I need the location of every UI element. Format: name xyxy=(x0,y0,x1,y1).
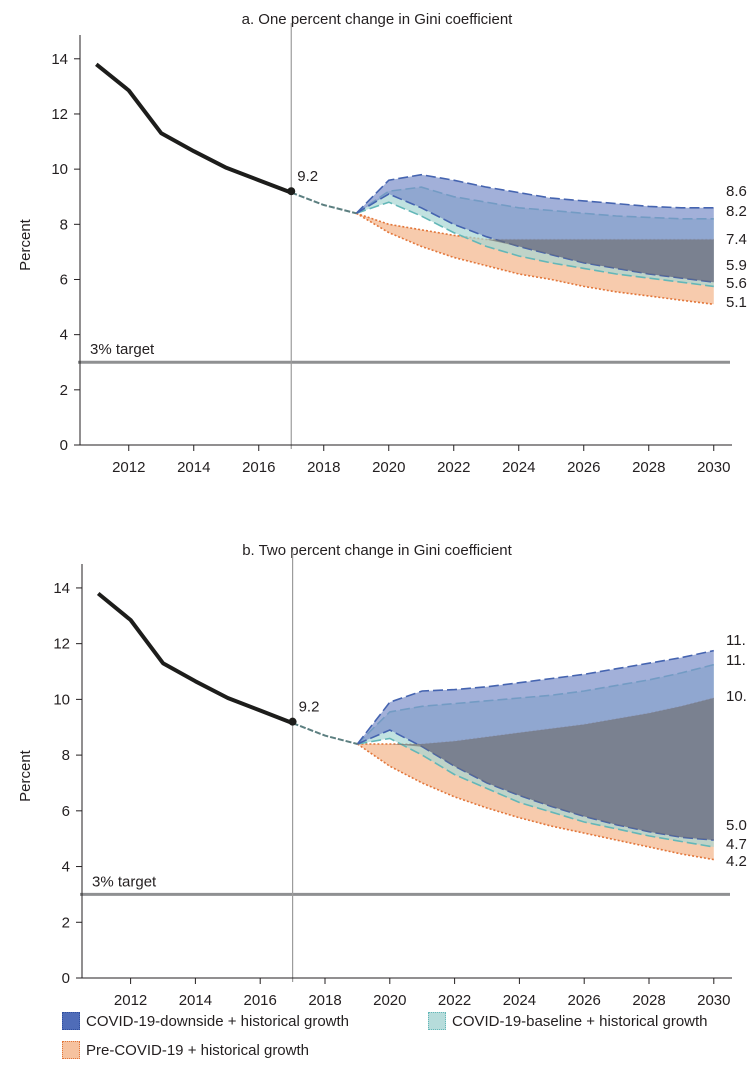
legend-item-precovid: Pre-COVID-19 + historical growth xyxy=(62,1041,309,1059)
historical-line xyxy=(96,591,294,725)
end-label: 8.6 xyxy=(726,183,747,200)
x-tick-label: 2024 xyxy=(502,459,535,476)
chart-b: b. Two percent change in Gini coefficien… xyxy=(17,542,747,1009)
y-tick-label: 10 xyxy=(51,161,68,178)
legend-item-baseline: COVID-19-baseline + historical growth xyxy=(428,1012,708,1030)
x-tick-label: 2018 xyxy=(308,992,341,1009)
chart-a: a. One percent change in Gini coefficien… xyxy=(17,11,747,476)
legend: COVID-19-downside + historical growth CO… xyxy=(62,1012,753,1068)
band-upper-edge-2 xyxy=(355,173,714,214)
end-label: 10. xyxy=(726,688,747,705)
x-tick-label: 2024 xyxy=(503,992,536,1009)
end-label: 4.2 xyxy=(726,853,747,870)
chart-title: b. Two percent change in Gini coefficien… xyxy=(242,542,512,559)
legend-swatch-baseline xyxy=(428,1012,446,1030)
end-label: 4.7 xyxy=(726,836,747,853)
end-label: 7.4 xyxy=(726,231,747,248)
x-tick-label: 2026 xyxy=(567,459,600,476)
band-upper-edge-2 xyxy=(356,649,714,745)
x-tick-label: 2014 xyxy=(179,992,212,1009)
x-tick-label: 2014 xyxy=(177,459,210,476)
x-tick-label: 2030 xyxy=(697,992,730,1009)
target-label: 3% target xyxy=(90,341,155,358)
historical-line xyxy=(95,62,293,195)
x-tick-label: 2012 xyxy=(114,992,147,1009)
band-lower-edge-1 xyxy=(356,201,714,288)
x-tick-label: 2022 xyxy=(437,459,470,476)
end-label: 5.6 xyxy=(726,275,747,292)
x-tick-label: 2028 xyxy=(632,459,665,476)
point-2017 xyxy=(287,187,296,196)
legend-label-downside: COVID-19-downside + historical growth xyxy=(86,1012,350,1030)
legend-swatch-downside xyxy=(62,1012,80,1030)
x-tick-label: 2020 xyxy=(373,992,406,1009)
point-2017 xyxy=(288,717,297,726)
x-tick-label: 2028 xyxy=(632,992,665,1009)
end-label: 11. xyxy=(726,632,746,649)
overlap-region xyxy=(357,698,714,841)
y-axis-label: Percent xyxy=(17,749,34,802)
x-tick-label: 2016 xyxy=(244,992,277,1009)
y-tick-label: 4 xyxy=(60,327,68,344)
point-label-2017: 9.2 xyxy=(299,699,320,716)
y-tick-label: 6 xyxy=(60,271,68,288)
chart-title: a. One percent change in Gini coefficien… xyxy=(242,11,514,28)
x-tick-label: 2026 xyxy=(568,992,601,1009)
x-tick-label: 2018 xyxy=(307,459,340,476)
target-label: 3% target xyxy=(92,873,157,890)
end-label: 5.0 xyxy=(726,817,747,834)
y-tick-label: 8 xyxy=(60,216,68,233)
end-label: 5.1 xyxy=(726,294,747,311)
x-tick-label: 2012 xyxy=(112,459,145,476)
legend-swatch-precovid xyxy=(62,1041,80,1059)
y-axis-label: Percent xyxy=(17,218,34,271)
y-tick-label: 2 xyxy=(62,914,70,931)
end-label: 8.2 xyxy=(726,203,747,220)
projection-stem-line xyxy=(292,722,358,745)
end-label: 5.9 xyxy=(726,257,747,274)
x-tick-label: 2020 xyxy=(372,459,405,476)
band-lower-edge-1 xyxy=(357,737,714,848)
x-tick-label: 2030 xyxy=(697,459,730,476)
y-tick-label: 14 xyxy=(53,580,70,597)
x-tick-label: 2016 xyxy=(242,459,275,476)
legend-label-baseline: COVID-19-baseline + historical growth xyxy=(452,1012,708,1030)
y-tick-label: 4 xyxy=(62,859,70,876)
y-tick-label: 12 xyxy=(53,636,70,653)
y-tick-label: 6 xyxy=(62,803,70,820)
y-tick-label: 0 xyxy=(60,437,68,454)
band-lower-edge-0 xyxy=(356,743,714,861)
point-label-2017: 9.2 xyxy=(297,168,318,185)
y-tick-label: 2 xyxy=(60,382,68,399)
legend-label-precovid: Pre-COVID-19 + historical growth xyxy=(86,1041,309,1059)
legend-item-downside: COVID-19-downside + historical growth xyxy=(62,1012,349,1030)
y-tick-label: 8 xyxy=(62,747,70,764)
y-tick-label: 0 xyxy=(62,970,70,987)
overlap-region xyxy=(356,213,714,283)
x-tick-label: 2022 xyxy=(438,992,471,1009)
y-tick-label: 10 xyxy=(53,691,70,708)
y-tick-label: 14 xyxy=(51,51,68,68)
end-label: 11. xyxy=(726,652,746,669)
y-tick-label: 12 xyxy=(51,106,68,123)
projection-stem-line xyxy=(290,191,357,215)
